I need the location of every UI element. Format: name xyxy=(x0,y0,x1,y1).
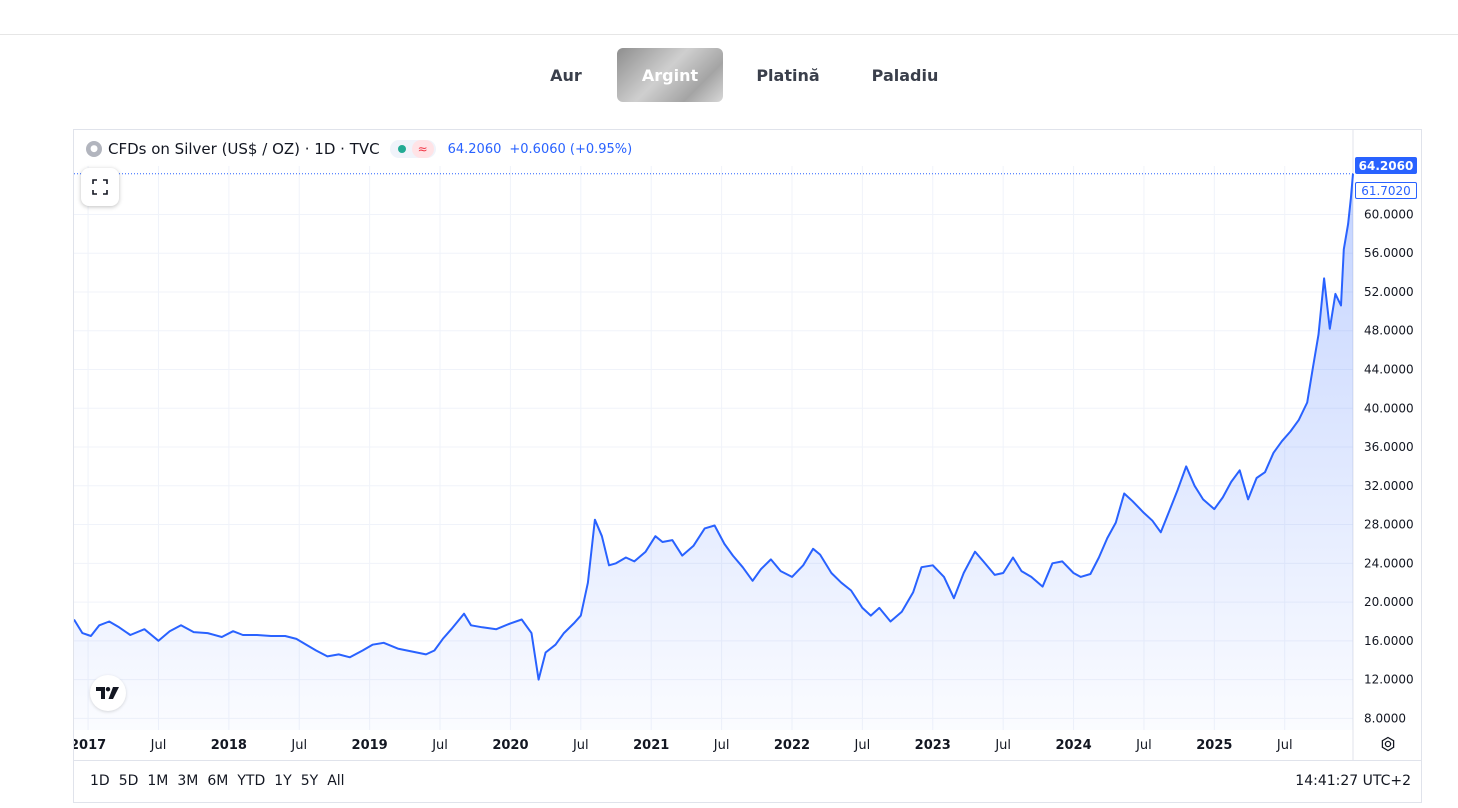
tab-platina[interactable]: Platină xyxy=(756,65,820,85)
x-tick-label: 2021 xyxy=(633,738,669,753)
x-tick-label: Jul xyxy=(572,738,589,753)
time-range-buttons: 1D 5D 1M 3M 6M YTD 1Y 5Y All xyxy=(90,773,354,789)
fullscreen-icon xyxy=(92,179,108,195)
metal-tabs: Aur Argint Platină Paladiu xyxy=(525,48,951,102)
x-tick-label: 2022 xyxy=(774,738,810,753)
market-status-pill[interactable]: ≈ xyxy=(389,140,436,158)
series-line xyxy=(74,173,1354,681)
tab-spacer xyxy=(835,48,859,102)
settings-gear-icon[interactable] xyxy=(1378,734,1398,754)
range-button-5y[interactable]: 5Y xyxy=(300,773,319,789)
x-tick-label: 2018 xyxy=(211,738,247,753)
y-tick-label: 56.0000 xyxy=(1364,246,1414,260)
y-tick-label: 20.0000 xyxy=(1364,595,1414,609)
y-tick-label: 28.0000 xyxy=(1364,518,1414,532)
range-button-ytd[interactable]: YTD xyxy=(237,773,266,789)
x-tick-label: 2017 xyxy=(74,738,106,753)
y-tick-label: 44.0000 xyxy=(1364,363,1414,377)
x-tick-label: Jul xyxy=(854,738,871,753)
tradingview-logo-icon[interactable] xyxy=(90,675,126,711)
x-tick-label: 2023 xyxy=(915,738,951,753)
y-tick-label: 32.0000 xyxy=(1364,479,1414,493)
y-tick-label: 12.0000 xyxy=(1364,673,1414,687)
last-price-tag: 64.2060 xyxy=(1355,157,1417,174)
previous-close-tag: 61.7020 xyxy=(1355,182,1417,199)
legend-change: +0.6060 (+0.95%) xyxy=(509,141,633,157)
approx-icon: ≈ xyxy=(411,140,434,158)
bottom-toolbar: 1D 5D 1M 3M 6M YTD 1Y 5Y All 14:41:27 UTC+2 xyxy=(74,760,1421,803)
range-button-1d[interactable]: 1D xyxy=(90,773,110,789)
y-tick-label: 8.0000 xyxy=(1364,711,1406,725)
range-button-1y[interactable]: 1Y xyxy=(274,773,292,789)
y-tick-label: 36.0000 xyxy=(1364,440,1414,454)
tab-paladiu[interactable]: Paladiu xyxy=(871,65,939,85)
header-divider xyxy=(0,34,1458,35)
x-tick-label: Jul xyxy=(713,738,730,753)
y-tick-label: 40.0000 xyxy=(1364,401,1414,415)
tv-logo-glyph xyxy=(96,687,119,699)
y-tick-label: 52.0000 xyxy=(1364,285,1414,299)
tab-aur[interactable]: Aur xyxy=(550,65,582,85)
x-tick-label: Jul xyxy=(290,738,307,753)
legend-last-value: 64.2060 xyxy=(447,141,502,157)
range-button-all[interactable]: All xyxy=(327,773,345,789)
x-tick-label: Jul xyxy=(994,738,1011,753)
range-button-1m[interactable]: 1M xyxy=(147,773,169,789)
range-button-6m[interactable]: 6M xyxy=(207,773,229,789)
y-tick-label: 24.0000 xyxy=(1364,556,1414,570)
x-tick-label: 2020 xyxy=(492,738,528,753)
chart-legend: ● CFDs on Silver (US$ / OZ) · 1D · TVC ≈… xyxy=(86,138,632,160)
x-tick-label: Jul xyxy=(1276,738,1293,753)
y-tick-label: 60.0000 xyxy=(1364,207,1414,221)
symbol-title[interactable]: CFDs on Silver (US$ / OZ) · 1D · TVC xyxy=(108,140,380,158)
x-tick-label: Jul xyxy=(1135,738,1152,753)
tab-spacer xyxy=(607,48,617,102)
x-tick-label: 2025 xyxy=(1196,738,1232,753)
x-tick-label: 2019 xyxy=(352,738,388,753)
range-button-3m[interactable]: 3M xyxy=(177,773,199,789)
clock-readout[interactable]: 14:41:27 UTC+2 xyxy=(1295,773,1411,789)
chart-widget: 8.0000 12.0000 16.0000 20.0000 24.0000 28.000… xyxy=(73,129,1422,803)
tab-argint[interactable]: Argint xyxy=(617,48,723,102)
range-button-5d[interactable]: 5D xyxy=(118,773,139,789)
gear-icon xyxy=(1381,736,1395,752)
y-tick-label: 48.0000 xyxy=(1364,324,1414,338)
series-area-fill xyxy=(74,173,1353,730)
tab-spacer xyxy=(723,48,741,102)
symbol-icon: ● xyxy=(86,141,102,157)
price-chart[interactable]: 8.0000 12.0000 16.0000 20.0000 24.0000 28.000… xyxy=(74,130,1421,760)
cutoff-header-text xyxy=(0,0,1458,5)
fullscreen-button[interactable] xyxy=(81,168,119,206)
x-tick-label: 2024 xyxy=(1055,738,1091,753)
y-tick-label: 16.0000 xyxy=(1364,634,1414,648)
x-tick-label: Jul xyxy=(431,738,448,753)
x-tick-label: Jul xyxy=(150,738,167,753)
green-dot-icon xyxy=(397,145,406,153)
